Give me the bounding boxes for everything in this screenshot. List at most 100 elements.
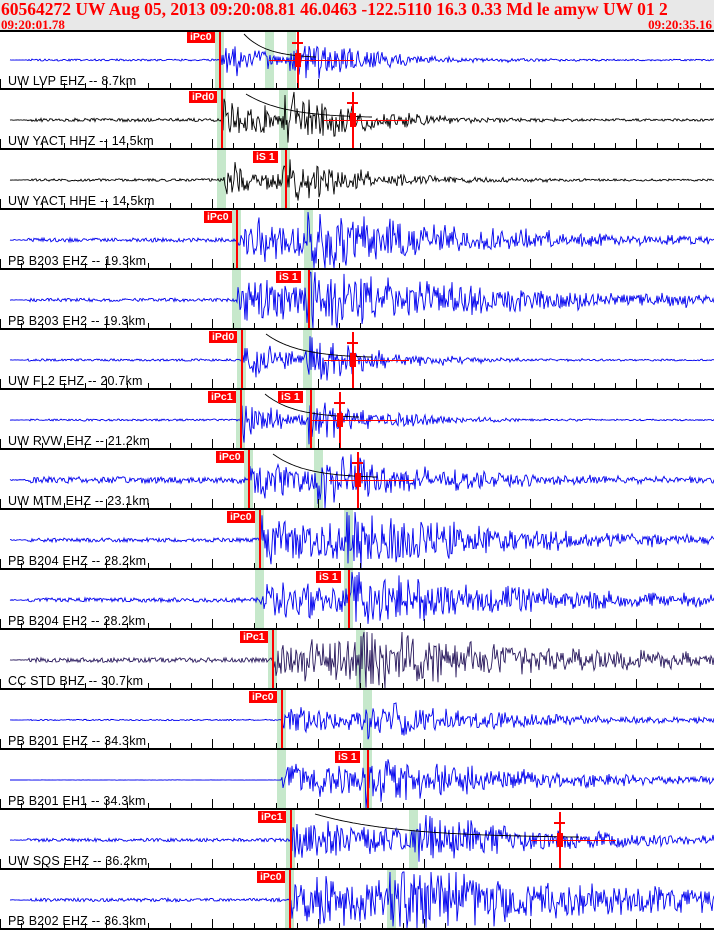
phase-pick-label[interactable]: iPc0	[204, 211, 232, 223]
axis-tick	[424, 859, 425, 868]
phase-pick-label[interactable]: iPc1	[240, 631, 268, 643]
axis-tick	[148, 203, 149, 208]
waveform-trace	[9, 271, 714, 329]
axis-tick	[297, 803, 298, 808]
phase-pick-label[interactable]: iS 1	[316, 571, 341, 583]
axis-tick	[212, 739, 213, 748]
phase-pick-label[interactable]: iPc0	[216, 451, 244, 463]
axis-tick	[615, 383, 616, 388]
trace-row[interactable]: iPc0 PB B204 EHZ -- 28.2km	[0, 510, 714, 570]
axis-tick	[254, 683, 255, 688]
axis-tick	[297, 203, 298, 208]
row-separator	[0, 808, 714, 810]
axis-tick	[318, 199, 319, 208]
phase-pick-line[interactable]	[240, 390, 242, 450]
axis-tick	[594, 503, 595, 508]
axis-tick	[276, 803, 277, 808]
phase-pick-line[interactable]	[367, 750, 369, 810]
phase-pick-line[interactable]	[310, 390, 312, 450]
amplitude-marker-cap	[347, 102, 358, 104]
axis-tick	[530, 679, 531, 688]
phase-pick-line[interactable]	[281, 690, 283, 750]
axis-tick	[509, 383, 510, 388]
axis-tick	[509, 863, 510, 868]
axis-tick	[318, 499, 319, 508]
trace-row[interactable]: iPc1 iS 1 UW RVW EHZ -- 21.2km	[0, 390, 714, 450]
axis-tick	[339, 143, 340, 148]
axis-tick	[636, 739, 637, 748]
phase-pick-line[interactable]	[219, 30, 221, 90]
axis-tick	[403, 383, 404, 388]
phase-pick-line[interactable]	[248, 450, 250, 510]
axis-tick	[530, 859, 531, 868]
axis-tick	[382, 743, 383, 748]
axis-tick	[594, 803, 595, 808]
axis-tick	[509, 803, 510, 808]
phase-pick-line[interactable]	[289, 870, 291, 930]
axis-tick	[212, 259, 213, 268]
phase-pick-label[interactable]: iS 1	[278, 391, 303, 403]
axis-tick	[615, 563, 616, 568]
axis-tick	[191, 563, 192, 568]
phase-pick-line[interactable]	[272, 630, 274, 690]
axis-tick	[254, 263, 255, 268]
axis-tick	[636, 439, 637, 448]
axis-tick	[509, 503, 510, 508]
axis-tick	[42, 143, 43, 148]
axis-tick	[212, 919, 213, 928]
phase-pick-label[interactable]: iPc0	[227, 511, 255, 523]
phase-pick-line[interactable]	[285, 150, 287, 210]
phase-pick-line[interactable]	[348, 570, 350, 630]
phase-pick-label[interactable]: iPd0	[189, 91, 218, 103]
axis-tick	[21, 323, 22, 328]
axis-tick	[106, 79, 107, 88]
phase-pick-line[interactable]	[241, 330, 243, 390]
trace-row[interactable]: iPc0 PB B203 EHZ -- 19.3km	[0, 210, 714, 270]
trace-row[interactable]: iPd0 UW FL2 EHZ -- 20.7km	[0, 330, 714, 390]
phase-pick-label[interactable]: iS 1	[335, 751, 360, 763]
phase-pick-line[interactable]	[290, 810, 292, 870]
trace-row[interactable]: iS 1 PB B203 EH2 -- 19.3km	[0, 270, 714, 330]
axis-tick	[85, 443, 86, 448]
trace-row[interactable]: iPd0 UW YACT HHZ -- 14.5km	[0, 90, 714, 150]
axis-tick	[594, 563, 595, 568]
axis-tick	[0, 439, 1, 448]
axis-tick	[615, 803, 616, 808]
axis-tick	[233, 503, 234, 508]
phase-pick-line[interactable]	[259, 510, 261, 570]
axis-tick	[254, 863, 255, 868]
phase-pick-line[interactable]	[221, 90, 223, 150]
amplitude-baseline	[311, 419, 396, 421]
phase-pick-label[interactable]: iPc1	[258, 811, 286, 823]
axis-tick	[382, 503, 383, 508]
axis-tick	[466, 263, 467, 268]
phase-pick-label[interactable]: iPd0	[209, 331, 238, 343]
trace-row[interactable]: iPc0 UW MTM EHZ -- 23.1km	[0, 450, 714, 510]
axis-tick	[424, 679, 425, 688]
phase-pick-label[interactable]: iS 1	[276, 271, 301, 283]
phase-pick-label[interactable]: iPc0	[187, 31, 215, 43]
phase-pick-label[interactable]: iPc0	[249, 691, 277, 703]
axis-tick	[403, 683, 404, 688]
phase-pick-label[interactable]: iPc1	[208, 391, 236, 403]
phase-pick-label[interactable]: iS 1	[253, 151, 278, 163]
axis-tick	[403, 503, 404, 508]
axis-tick	[148, 563, 149, 568]
amplitude-marker-cap	[554, 822, 565, 824]
trace-row[interactable]: iS 1 UW YACT HHE -- 14.5km	[0, 150, 714, 210]
trace-panel[interactable]: iPc0 UW LVP EHZ -- 8.7km iPd0 UW YACT HHZ -…	[0, 30, 714, 938]
phase-pick-label[interactable]: iPc0	[257, 871, 285, 883]
phase-pick-line[interactable]	[236, 210, 238, 270]
axis-tick	[424, 259, 425, 268]
axis-tick	[276, 683, 277, 688]
axis-tick	[64, 623, 65, 628]
trace-row[interactable]: iS 1 PB B204 EH2 -- 28.2km	[0, 570, 714, 630]
trace-row[interactable]: iPc1 CC STD BHZ -- 30.7km	[0, 630, 714, 690]
trace-row[interactable]: iPc0 UW LVP EHZ -- 8.7km	[0, 30, 714, 90]
row-separator	[0, 268, 714, 270]
axis-tick	[382, 203, 383, 208]
phase-pick-line[interactable]	[308, 270, 310, 330]
axis-tick	[64, 803, 65, 808]
axis-tick	[488, 383, 489, 388]
axis-tick	[85, 683, 86, 688]
